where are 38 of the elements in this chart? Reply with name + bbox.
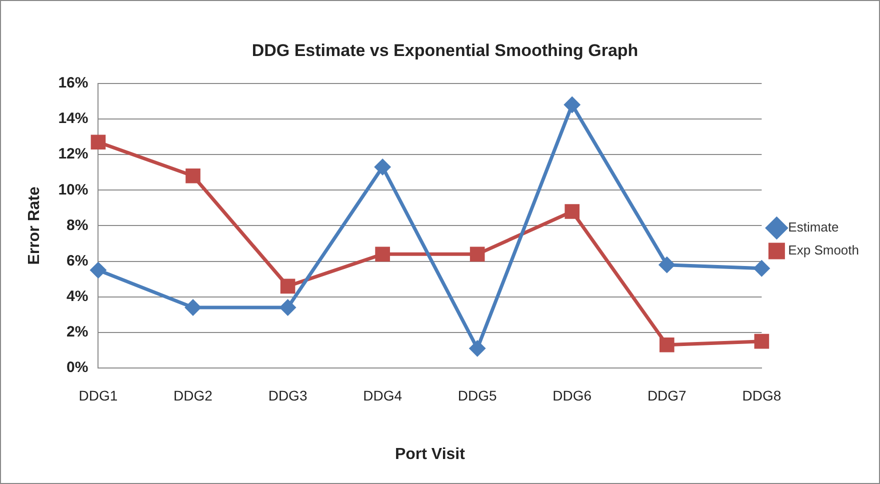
y-tick-label: 2%	[66, 324, 88, 341]
x-tick-label: DDG7	[647, 387, 687, 404]
point	[754, 334, 770, 349]
point	[470, 246, 485, 262]
y-tick-label: 6%	[66, 252, 88, 270]
x-tick-label: DDG3	[268, 387, 308, 404]
chart-title: DDG Estimate vs Exponential Smoothing Graph	[252, 40, 638, 60]
y-tick-label: 16%	[58, 74, 88, 92]
point	[660, 337, 674, 352]
x-tick-label: DDG4	[363, 387, 402, 404]
y-tick-label: 4%	[66, 288, 88, 305]
point	[185, 300, 201, 316]
point	[280, 278, 296, 294]
point	[374, 159, 390, 175]
point	[754, 260, 770, 276]
y-tick-label: 8%	[66, 216, 88, 234]
x-tick-label: DDG6	[552, 387, 592, 404]
point	[90, 262, 106, 278]
y-tick-label: 12%	[58, 146, 88, 163]
point	[659, 257, 675, 273]
x-tick-label: DDG5	[458, 387, 497, 404]
y-tick-label: 10%	[58, 181, 88, 198]
point	[90, 134, 106, 150]
x-axis-title: Port Visit	[394, 446, 466, 463]
y-axis-title: Error Rate	[26, 186, 44, 265]
x-tick-label: DDG2	[174, 387, 213, 404]
point	[470, 340, 486, 356]
point	[280, 300, 296, 316]
point	[564, 96, 580, 112]
point	[375, 246, 390, 262]
x-tick-label: DDG8	[742, 387, 782, 404]
legend-label: Exp Smooth	[788, 242, 860, 258]
point	[564, 204, 580, 219]
y-tick-label: 0%	[66, 359, 88, 376]
y-tick-label: 14%	[58, 110, 88, 128]
point	[186, 168, 200, 184]
x-tick-label: DDG1	[78, 387, 118, 404]
legend-label: Estimate	[788, 220, 839, 235]
